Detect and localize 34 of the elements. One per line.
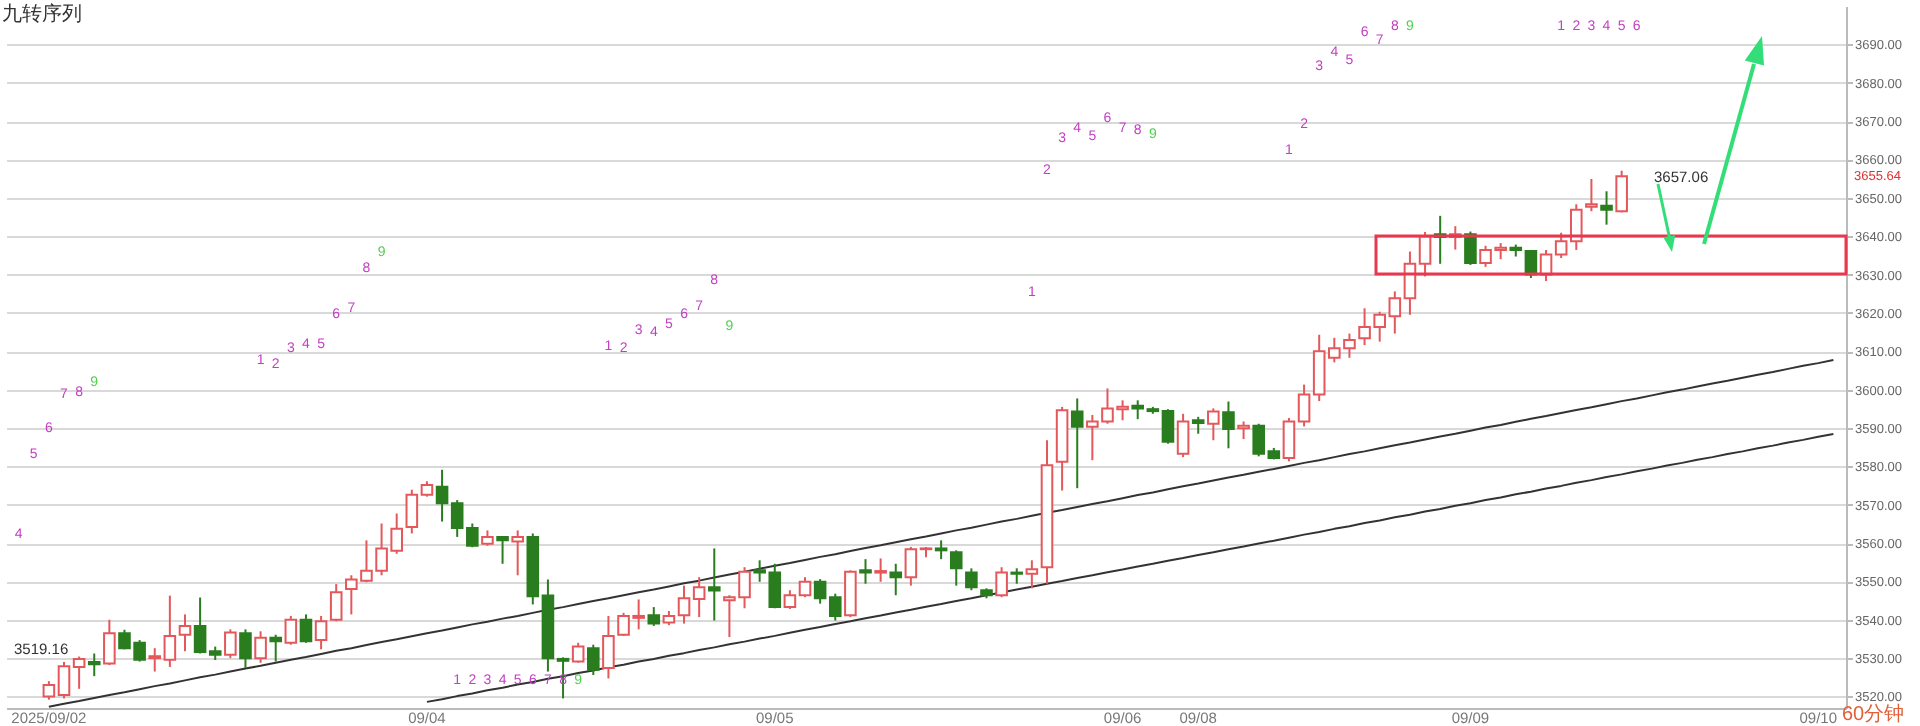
candlestick: [1025, 559, 1039, 590]
candlestick: [889, 562, 903, 597]
candlestick: [1176, 412, 1190, 459]
candlestick: [254, 630, 267, 664]
candlestick: [103, 618, 116, 667]
candlestick: [949, 549, 963, 587]
candlestick: [1585, 178, 1598, 213]
candlestick: [1207, 407, 1220, 442]
candlestick: [299, 613, 313, 644]
candlestick: [87, 652, 101, 678]
candlestick: [859, 558, 872, 585]
candlestick: [511, 529, 524, 577]
candlestick: [571, 641, 585, 664]
candlestick: [1615, 169, 1628, 214]
candlestick: [496, 535, 509, 565]
candlestick: [965, 567, 978, 592]
candlestick: [1070, 397, 1084, 490]
candlestick: [284, 614, 298, 646]
candlestick: [934, 539, 948, 561]
candlestick: [707, 547, 721, 622]
candlestick: [844, 569, 857, 619]
candlestick: [1464, 230, 1477, 266]
candlestick: [1600, 190, 1613, 226]
candlestick: [239, 628, 252, 670]
chart-title: 九转序列: [2, 2, 82, 26]
line-series: [425, 433, 1835, 703]
candlestick: [874, 557, 887, 583]
candlestick: [1222, 400, 1235, 450]
candlestick: [647, 606, 661, 627]
candlestick: [995, 566, 1008, 599]
annotation: 60分钟: [1842, 702, 1905, 726]
candlestick: [269, 633, 283, 663]
candlestick: [587, 643, 600, 677]
candlestick: [224, 628, 237, 660]
